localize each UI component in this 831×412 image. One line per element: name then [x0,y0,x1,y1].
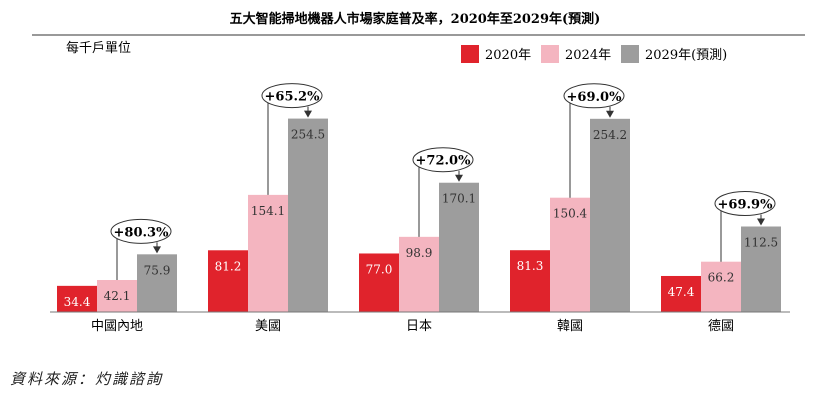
value-label: 42.1 [104,289,131,303]
unit-label: 每千戶單位 [66,40,131,56]
growth-label: +69.9% [718,198,774,213]
bar-2-5 [701,261,741,312]
value-label: 66.2 [708,271,735,285]
growth-label: +69.0% [567,90,623,105]
category-label: 中國內地 [91,319,143,334]
growth-badge [563,83,625,109]
value-label: 81.3 [517,259,544,273]
growth-arrow-icon [757,218,765,226]
category-label: 德國 [708,319,734,334]
chart-title: 五大智能掃地機器人市場家庭普及率，2020年至2029年(預測) [230,11,601,27]
bar-3-1 [137,254,177,312]
bars-group: 34.4 42.1 75.9 81.2 154.1 254.5 77.0 98.9 170.1 8… [57,118,781,312]
source-note: 資料來源：灼識諮詢 [10,370,164,388]
growth-arrow-icon [304,110,312,118]
bar-1-3 [359,253,399,312]
growth-arrow-icon [606,110,614,118]
value-label: 98.9 [406,246,433,260]
bar-1-2 [208,250,248,312]
value-label: 47.4 [668,285,695,299]
growth-label: +65.2% [265,90,321,105]
legend: 2020年 2024年 2029年(預測) [461,45,727,63]
legend-label-2029: 2029年(預測) [645,48,727,63]
category-label: 美國 [255,319,281,334]
growth-badge [110,218,172,244]
value-label: 154.1 [251,204,285,218]
growth-arrow-icon [153,246,161,254]
legend-swatch-2020 [461,45,479,63]
growth-label: +72.0% [416,154,472,169]
bar-2-2 [248,194,288,312]
legend-swatch-2029 [621,45,639,63]
bar-1-4 [510,250,550,312]
bar-2-4 [550,197,590,312]
category-label: 日本 [406,319,432,334]
value-label: 34.4 [64,295,91,309]
value-label: 254.5 [291,128,325,142]
growth-badge [261,83,323,109]
value-label: 112.5 [744,236,778,250]
legend-swatch-2024 [541,45,559,63]
bar-1-5 [661,275,701,312]
bar-2-3 [399,236,439,312]
value-label: 150.4 [553,207,588,221]
bar-3-5 [741,226,781,312]
growth-badge [412,147,474,173]
growth-arrow-icon [455,174,463,182]
growth-label: +80.3% [114,225,170,240]
value-label: 254.2 [593,128,627,142]
bar-2-1 [97,280,137,312]
value-label: 77.0 [366,262,393,276]
value-label: 81.2 [215,259,242,273]
value-label: 75.9 [144,263,171,277]
legend-label-2020: 2020年 [485,48,531,63]
legend-label-2024: 2024年 [565,48,611,63]
value-label: 170.1 [442,192,476,206]
bar-1-1 [57,285,97,312]
category-label: 韓國 [557,319,583,334]
bar-3-4 [590,118,630,312]
category-labels-group: 中國內地 美國 日本 韓國 德國 [91,319,734,334]
bar-3-2 [288,118,328,312]
bar-3-3 [439,182,479,312]
growth-badge [714,191,776,216]
growth-annotations-group: +80.3% +65.2% +72.0% +69.0% +69.9% [110,83,776,281]
